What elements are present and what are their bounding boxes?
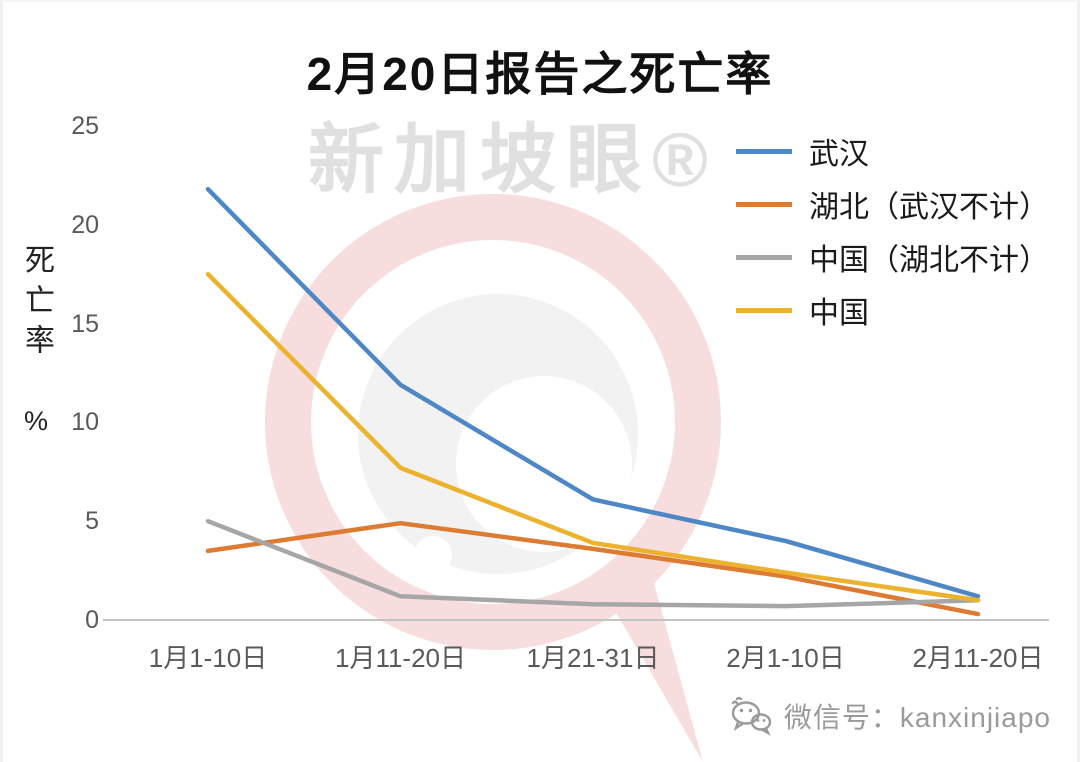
watermark-text: 新加坡眼® — [308, 118, 718, 203]
footer: 微信号：kanxinjiapo — [728, 696, 1051, 736]
legend-line-swatch — [736, 148, 792, 154]
legend-line-swatch — [736, 307, 792, 313]
legend-label: 中国（湖北不计） — [809, 244, 1049, 277]
legend-item-wuhan: 武汉 — [736, 133, 1049, 171]
legend-label: 武汉 — [809, 138, 869, 171]
legend-item-china-excl-hubei: 中国（湖北不计） — [736, 239, 1049, 277]
legend-label: 中国 — [809, 297, 869, 330]
line-chart-plot — [103, 186, 1049, 621]
wechat-icon — [731, 696, 772, 736]
y-axis-title: 死亡率 % — [13, 244, 59, 437]
legend-item-hubei-excl-wuhan: 湖北（武汉不计） — [736, 186, 1049, 224]
legend: 武汉 湖北（武汉不计） 中国（湖北不计） 中国 — [736, 133, 1049, 330]
wechat-id-text: 微信号：kanxinjiapo — [783, 702, 1051, 733]
chart-title: 2月20日报告之死亡率 — [306, 48, 774, 100]
legend-item-china: 中国 — [736, 292, 1049, 330]
y-axis-title-text: 死亡率 — [20, 244, 53, 364]
legend-line-swatch — [736, 201, 792, 207]
legend-label: 湖北（武汉不计） — [809, 191, 1049, 224]
legend-line-swatch — [736, 254, 792, 260]
y-axis-unit: % — [23, 406, 48, 436]
